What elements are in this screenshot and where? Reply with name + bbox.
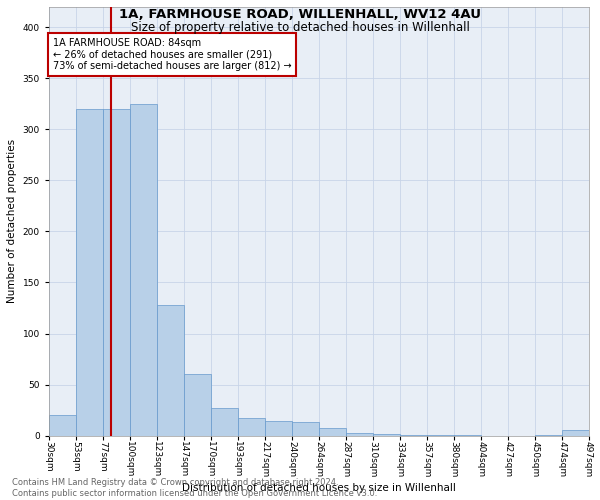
Bar	[373, 434, 400, 436]
Bar	[265, 422, 292, 436]
Bar	[292, 422, 319, 436]
Bar	[535, 434, 562, 436]
Bar	[319, 428, 346, 436]
Bar	[184, 374, 211, 436]
Bar	[562, 430, 589, 436]
Bar	[454, 434, 481, 436]
Bar	[130, 104, 157, 436]
Text: 1A, FARMHOUSE ROAD, WILLENHALL, WV12 4AU: 1A, FARMHOUSE ROAD, WILLENHALL, WV12 4AU	[119, 8, 481, 20]
Bar	[211, 408, 238, 436]
Bar	[346, 432, 373, 436]
Bar	[400, 434, 427, 436]
Y-axis label: Number of detached properties: Number of detached properties	[7, 139, 17, 304]
Bar	[238, 418, 265, 436]
Bar	[76, 109, 103, 436]
Text: Size of property relative to detached houses in Willenhall: Size of property relative to detached ho…	[131, 21, 469, 34]
Bar	[103, 109, 130, 436]
Bar	[49, 415, 76, 436]
Text: Contains HM Land Registry data © Crown copyright and database right 2024.
Contai: Contains HM Land Registry data © Crown c…	[12, 478, 377, 498]
Bar	[157, 305, 184, 436]
X-axis label: Distribution of detached houses by size in Willenhall: Distribution of detached houses by size …	[182, 483, 455, 493]
Bar	[427, 434, 454, 436]
Text: 1A FARMHOUSE ROAD: 84sqm
← 26% of detached houses are smaller (291)
73% of semi-: 1A FARMHOUSE ROAD: 84sqm ← 26% of detach…	[53, 38, 292, 71]
